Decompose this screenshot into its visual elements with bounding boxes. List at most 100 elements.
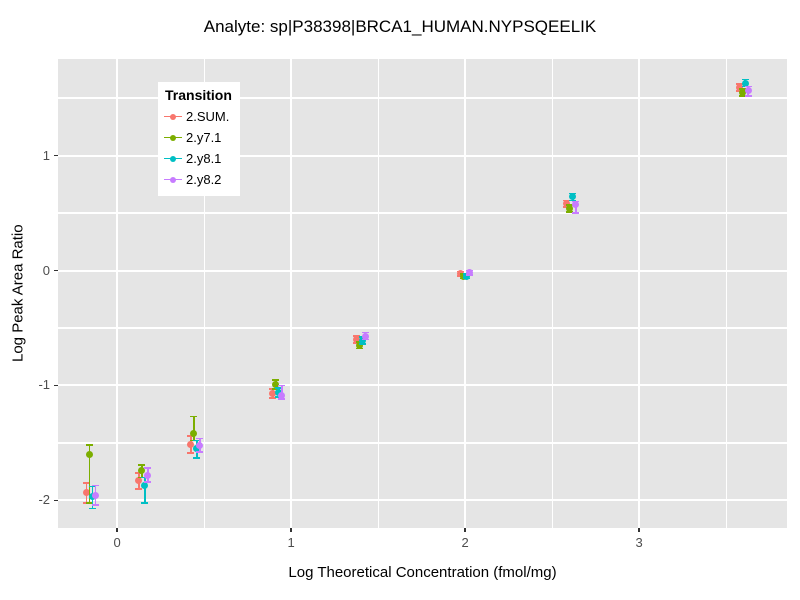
data-point	[358, 337, 366, 345]
error-bar-cap-bottom	[135, 488, 143, 490]
data-point	[738, 88, 746, 96]
error-bar-cap-bottom	[269, 397, 277, 399]
error-bar-cap-bottom	[92, 504, 100, 506]
y-axis-tick	[54, 499, 58, 502]
error-bar-cap-top	[86, 444, 94, 447]
chart-title: Analyte: sp|P38398|BRCA1_HUMAN.NYPSQEELI…	[203, 17, 597, 36]
gridline-minor-h	[58, 212, 787, 214]
error-bar-cap-top	[278, 384, 286, 387]
gridline-major-v	[464, 59, 467, 528]
error-bar-cap-bottom	[196, 451, 204, 453]
error-bar-cap-top	[272, 378, 280, 381]
error-bar-cap-bottom	[569, 199, 577, 202]
error-bar-cap-bottom	[278, 398, 286, 401]
y-axis-title: Log Peak Area Ratio	[9, 224, 27, 363]
legend-key-dot	[170, 155, 176, 162]
x-tick-label: 3	[635, 535, 643, 550]
error-bar-cap-bottom	[744, 94, 752, 97]
legend-items: 2.SUM. 2.y7.1 2.y8.1 2.y8.2	[164, 106, 232, 190]
error-bar-cap-bottom	[572, 212, 580, 214]
data-point	[269, 390, 277, 397]
error-bar-cap-bottom	[141, 501, 149, 504]
error-bar-cap-top	[92, 484, 100, 487]
gridline-minor-h	[58, 97, 787, 99]
data-point	[83, 488, 91, 496]
error-bar-cap-bottom	[358, 343, 366, 345]
legend-title: Transition	[165, 87, 232, 103]
legend-item-label: 2.SUM.	[186, 109, 230, 124]
data-point	[190, 430, 198, 438]
data-point	[741, 79, 749, 87]
error-bar-cap-top	[89, 485, 97, 488]
legend-item: 2.y7.1	[164, 127, 232, 148]
legend-item-label: 2.y8.2	[186, 172, 222, 187]
y-tick-label: -1	[38, 377, 50, 393]
error-bar-cap-top	[83, 482, 91, 484]
legend-key-pointrange-icon	[164, 131, 182, 145]
x-axis-tick	[290, 528, 292, 532]
error-bar	[143, 477, 146, 503]
x-axis-tick	[638, 528, 640, 532]
legend-item: 2.y8.2	[164, 169, 232, 190]
x-tick-label: 0	[113, 535, 121, 550]
gridline-minor-v	[377, 59, 379, 528]
data-point	[92, 492, 100, 500]
data-point	[352, 335, 360, 343]
gridline-major-h	[58, 269, 787, 272]
data-point	[86, 450, 94, 458]
gridline-major-h	[58, 499, 787, 502]
legend: Transition 2.SUM. 2.y7.1 2.y8.1 2.y8.2	[158, 82, 240, 196]
data-point	[361, 332, 369, 340]
error-bar-cap-top	[196, 437, 204, 440]
legend-item-label: 2.y8.1	[186, 151, 222, 166]
gridline-minor-h	[58, 442, 787, 444]
data-point	[744, 86, 752, 94]
data-point	[144, 471, 152, 479]
legend-key-dot	[170, 134, 176, 141]
data-point	[187, 440, 195, 448]
legend-item: 2.SUM.	[164, 106, 232, 127]
y-tick-label: 0	[42, 262, 50, 278]
error-bar-cap-top	[138, 463, 146, 466]
error-bar-cap-bottom	[144, 481, 152, 483]
error-bar	[88, 445, 91, 503]
data-point	[196, 441, 204, 449]
error-bar-cap-top	[193, 439, 201, 442]
data-point	[272, 380, 280, 388]
x-axis-tick	[116, 528, 118, 532]
error-bar-cap-bottom	[187, 452, 195, 455]
x-tick-label: 1	[287, 535, 295, 550]
gridline-major-v	[116, 59, 119, 528]
error-bar-cap-bottom	[89, 507, 97, 510]
data-point	[563, 200, 571, 208]
legend-key-pointrange-icon	[164, 110, 182, 124]
error-bar-cap-top	[190, 415, 198, 418]
data-point	[135, 477, 143, 485]
y-axis-tick	[54, 154, 58, 157]
data-point	[463, 272, 471, 280]
data-point	[735, 84, 743, 92]
data-point	[138, 467, 146, 475]
error-bar	[193, 416, 195, 441]
data-point	[355, 341, 363, 349]
gridline-minor-v	[203, 59, 205, 528]
data-point	[141, 481, 149, 489]
gridline-major-h	[58, 384, 787, 387]
y-tick-label: 1	[42, 147, 50, 163]
gridline-major-h	[58, 154, 787, 157]
legend-key-pointrange-icon	[164, 152, 182, 166]
data-point	[569, 193, 577, 201]
legend-item-label: 2.y7.1	[186, 130, 222, 145]
gridline-minor-v	[725, 59, 727, 528]
x-axis-title: Log Theoretical Concentration (fmol/mg)	[288, 564, 557, 581]
data-point	[278, 392, 286, 400]
error-bar-cap-top	[275, 386, 283, 389]
error-bar-cap-top	[144, 467, 152, 470]
gridline-major-v	[290, 59, 293, 528]
gridline-major-v	[638, 59, 641, 528]
data-point	[193, 445, 201, 453]
data-point	[566, 204, 574, 212]
error-bar-cap-bottom	[193, 457, 201, 459]
x-tick-label: 2	[461, 535, 469, 550]
